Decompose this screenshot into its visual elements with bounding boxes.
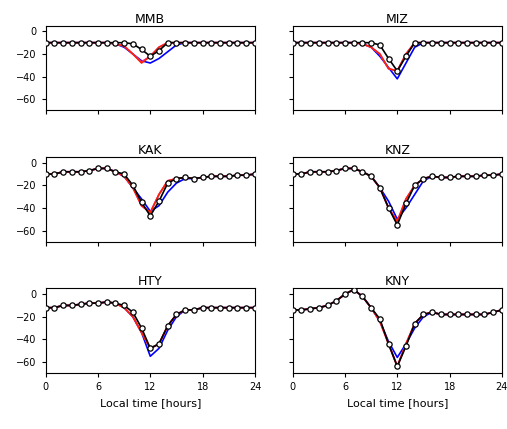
Title: MIZ: MIZ xyxy=(386,13,409,26)
Title: KNZ: KNZ xyxy=(384,144,410,157)
X-axis label: Local time [hours]: Local time [hours] xyxy=(99,398,201,408)
Title: HTY: HTY xyxy=(138,275,163,288)
Title: KAK: KAK xyxy=(138,144,163,157)
Title: MMB: MMB xyxy=(135,13,165,26)
Title: KNY: KNY xyxy=(385,275,410,288)
X-axis label: Local time [hours]: Local time [hours] xyxy=(347,398,448,408)
